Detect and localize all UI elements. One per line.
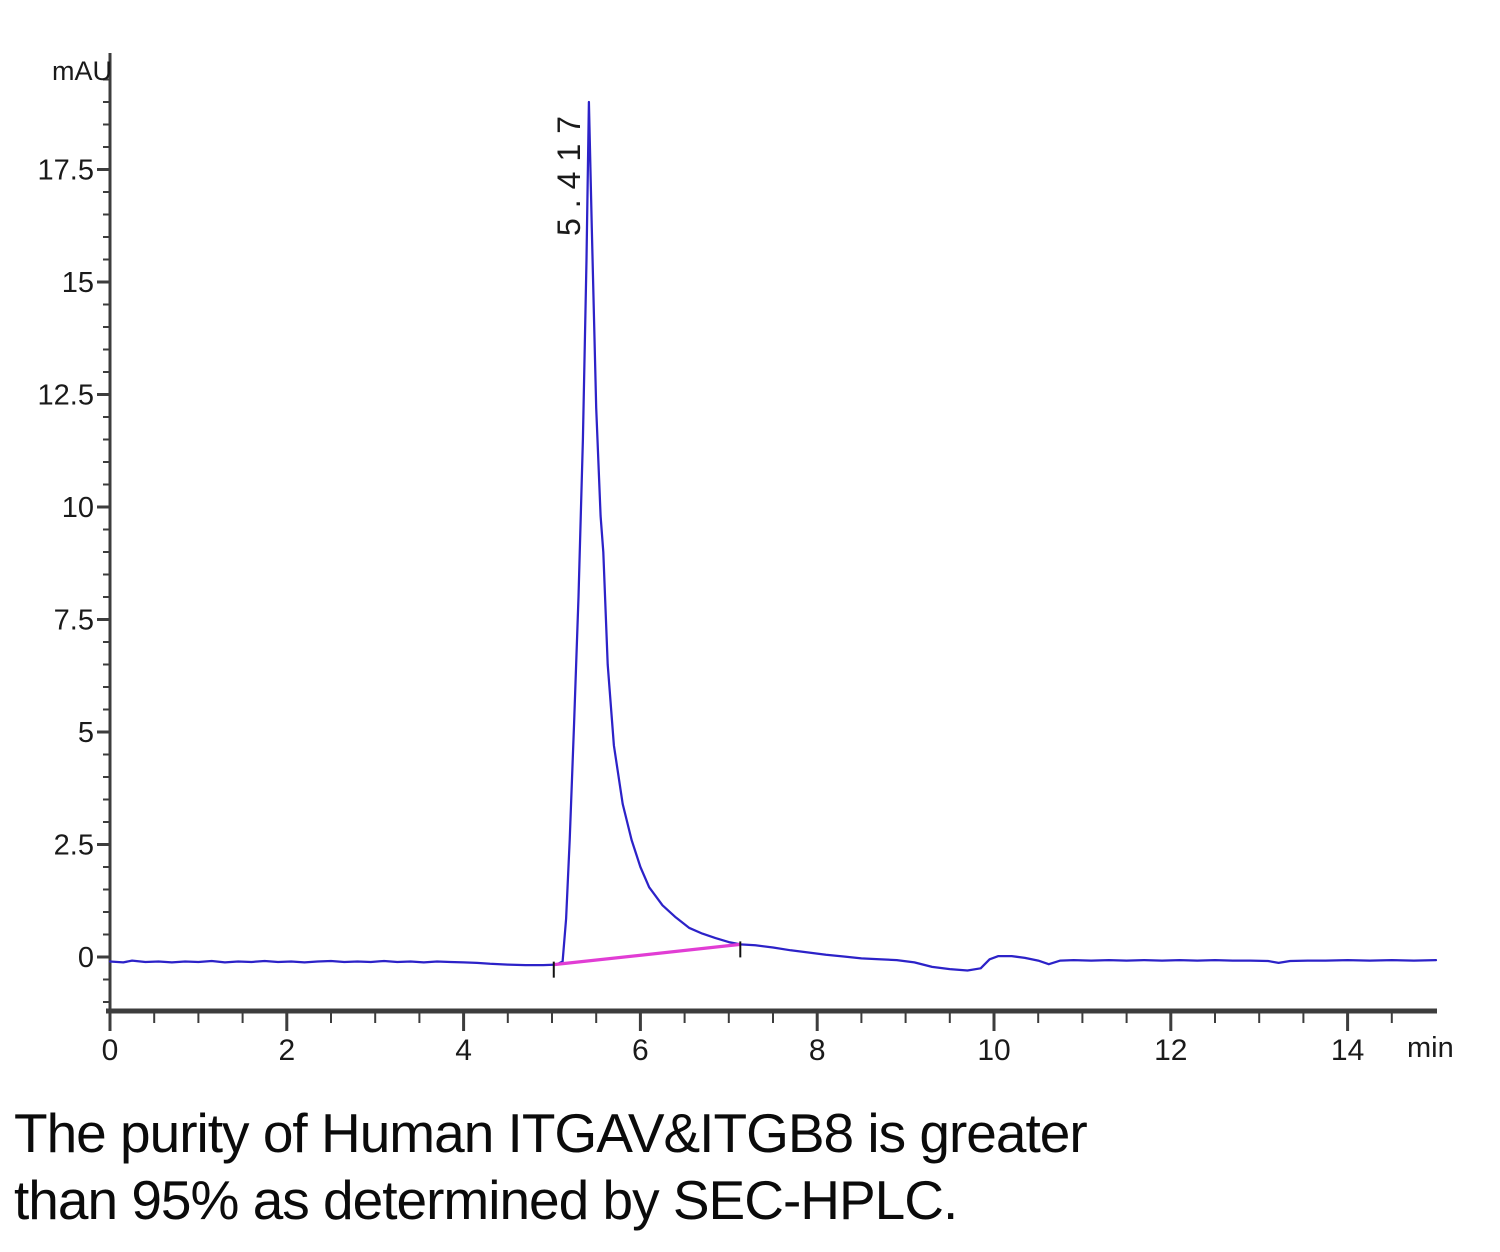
integration-baseline	[553, 942, 741, 967]
y-axis-unit-label: mAU	[52, 56, 112, 86]
y-axis-tick-label: 15	[62, 267, 94, 299]
uv-trace	[108, 100, 1438, 972]
x-axis-tick-label: 4	[455, 1034, 472, 1067]
y-axis-tick-label: 2.5	[54, 830, 94, 862]
y-axis-tick-label: 17.5	[38, 155, 94, 187]
figure-caption: The purity of Human ITGAV&ITGB8 is great…	[14, 1100, 1484, 1234]
x-axis-tick-label: 6	[632, 1034, 649, 1067]
x-axis-tick-label: 2	[278, 1034, 295, 1067]
y-axis-tick-label: 12.5	[38, 380, 94, 412]
caption-line-2: than 95% as determined by SEC-HPLC.	[14, 1169, 958, 1232]
y-axis-tick-label: 10	[62, 492, 94, 524]
x-axis-tick-label: 10	[977, 1034, 1010, 1067]
y-axis-tick-label: 0	[78, 942, 94, 974]
caption-line-1: The purity of Human ITGAV&ITGB8 is great…	[14, 1102, 1088, 1164]
x-axis-tick-label: 0	[102, 1034, 119, 1067]
peak-retention-label: 5.417	[551, 106, 587, 236]
y-axis-tick-label: 5	[78, 717, 94, 749]
x-axis-tick-label: 8	[809, 1034, 826, 1067]
x-axis-tick-label: 12	[1154, 1034, 1187, 1067]
x-axis-unit-label: min	[1407, 1032, 1454, 1064]
x-axis-tick-label: 14	[1331, 1034, 1364, 1067]
y-axis-tick-label: 7.5	[54, 605, 94, 637]
sec-hplc-chromatogram: 0 2.5 5 7.5 10 12.5 15 17.5 0 2 4 6 8 10 12 14 mAU min 5.4…	[38, 53, 1454, 1067]
